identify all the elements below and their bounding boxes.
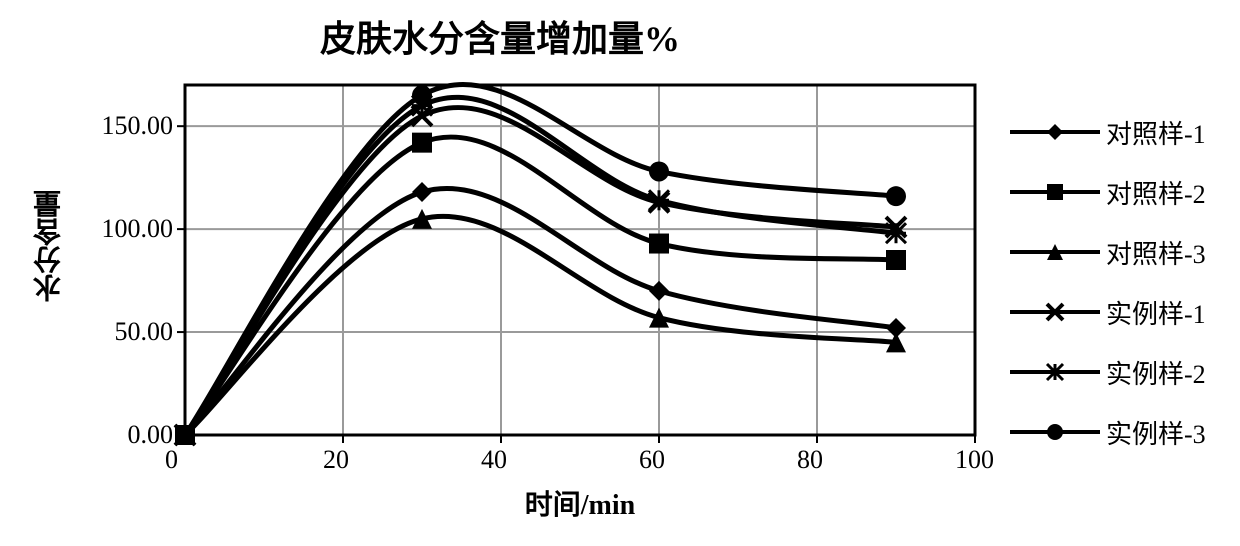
- legend-marker-x: [1010, 297, 1100, 327]
- y-tick-label: 150.00: [102, 111, 174, 141]
- y-tick-label: 50.00: [115, 317, 174, 347]
- legend-marker-diamond: [1010, 117, 1100, 147]
- legend-label: 对照样-3: [1106, 234, 1206, 271]
- x-tick-label: 60: [639, 445, 665, 475]
- legend-label: 实例样-2: [1106, 354, 1206, 391]
- legend-item: 实例样-1: [1010, 282, 1206, 342]
- legend-label: 对照样-1: [1106, 114, 1206, 151]
- legend-marker-circle: [1010, 417, 1100, 447]
- legend-marker-square: [1010, 177, 1100, 207]
- chart-legend: 对照样-1 对照样-2 对照样-3 实例样-1 实例样-2 实例样-3: [1010, 102, 1206, 462]
- legend-item: 对照样-1: [1010, 102, 1206, 162]
- legend-label: 实例样-1: [1106, 294, 1206, 331]
- legend-item: 对照样-3: [1010, 222, 1206, 282]
- x-tick-label: 0: [165, 445, 178, 475]
- x-tick-label: 100: [955, 445, 994, 475]
- legend-item: 对照样-2: [1010, 162, 1206, 222]
- legend-marker-triangle: [1010, 237, 1100, 267]
- y-tick-label: 100.00: [102, 214, 174, 244]
- legend-marker-star: [1010, 357, 1100, 387]
- legend-label: 实例样-3: [1106, 414, 1206, 451]
- x-tick-label: 80: [797, 445, 823, 475]
- legend-item: 实例样-2: [1010, 342, 1206, 402]
- legend-label: 对照样-2: [1106, 174, 1206, 211]
- x-tick-label: 40: [481, 445, 507, 475]
- legend-item: 实例样-3: [1010, 402, 1206, 462]
- x-tick-label: 20: [323, 445, 349, 475]
